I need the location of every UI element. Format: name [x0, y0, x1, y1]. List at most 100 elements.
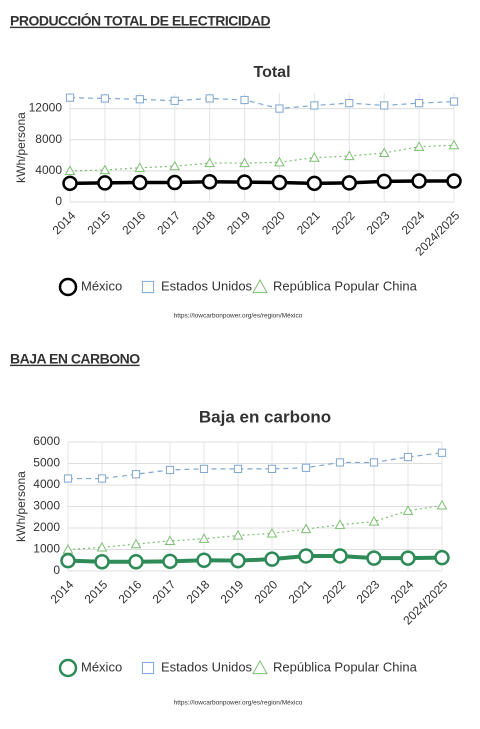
- y-tick-label: 12000: [29, 101, 63, 115]
- y-tick-label: 2000: [33, 520, 60, 534]
- data-point: [165, 465, 175, 475]
- data-point: [204, 157, 215, 168]
- y-tick-label: 5000: [33, 456, 60, 470]
- x-tick-label: 2018: [189, 208, 218, 237]
- data-point: [368, 516, 380, 526]
- x-tick-label: 2024: [399, 208, 428, 237]
- data-point: [170, 96, 179, 105]
- data-point: [60, 552, 76, 569]
- data-point: [300, 523, 312, 534]
- data-point: [130, 538, 142, 549]
- source-text: https://lowcarbonpower.org/es/region/Méx…: [174, 313, 303, 320]
- data-point: [94, 554, 110, 570]
- legend-marker: [58, 658, 78, 678]
- data-point: [135, 95, 144, 104]
- data-point: [205, 94, 214, 103]
- data-point: [97, 474, 107, 483]
- x-tick-label: 2024: [388, 577, 417, 606]
- legend-marker: [141, 280, 155, 294]
- x-tick-label: 2021: [286, 577, 315, 606]
- data-point: [267, 464, 277, 473]
- y-axis-label: kWh/persona: [14, 471, 28, 542]
- x-tick-label: 2020: [252, 577, 281, 606]
- data-point: [63, 474, 73, 483]
- y-axis-label: kWh/persona: [14, 112, 28, 183]
- section-heading: PRODUCCIÓN TOTAL DE ELECTRICIDAD: [10, 12, 271, 29]
- section-heading: BAJA EN CARBONO: [10, 351, 140, 367]
- y-tick-label: 0: [55, 194, 62, 208]
- data-point: [411, 173, 427, 189]
- data-point: [380, 101, 389, 110]
- legend-label: Estados Unidos: [161, 659, 253, 674]
- legend-label: México: [81, 659, 122, 674]
- data-point: [99, 164, 111, 175]
- data-point: [446, 173, 462, 189]
- data-point: [131, 470, 141, 479]
- data-point: [402, 505, 414, 515]
- source-text: https://lowcarbonpower.org/es/region/Méx…: [174, 700, 303, 707]
- data-point: [62, 175, 78, 192]
- data-point: [64, 165, 76, 175]
- data-point: [169, 160, 181, 171]
- x-tick-label: 2019: [218, 577, 247, 606]
- legend-label: México: [81, 278, 122, 293]
- data-point: [134, 162, 146, 172]
- data-point: [343, 150, 355, 161]
- data-point: [436, 499, 448, 510]
- y-tick-label: 1000: [33, 542, 60, 556]
- data-point: [366, 550, 382, 566]
- x-tick-label: 2016: [119, 208, 148, 237]
- x-tick-label: 2021: [294, 208, 323, 237]
- data-point: [341, 175, 358, 191]
- x-tick-label: 2016: [116, 577, 145, 606]
- x-tick-label: 2017: [154, 208, 183, 237]
- y-tick-label: 4000: [33, 477, 60, 491]
- x-tick-label: 2023: [364, 208, 393, 237]
- data-point: [266, 527, 278, 538]
- data-point: [164, 535, 176, 545]
- data-point: [264, 551, 280, 567]
- legend-marker: [141, 661, 155, 675]
- x-tick-label: 2015: [82, 577, 111, 606]
- data-point: [403, 452, 413, 462]
- series-line: [67, 504, 443, 551]
- y-tick-label: 8000: [35, 132, 62, 146]
- legend-label: República Popular China: [273, 659, 418, 674]
- data-point: [434, 549, 450, 566]
- data-point: [332, 548, 348, 564]
- legend-marker: [58, 277, 78, 297]
- series-line: [68, 452, 443, 480]
- data-point: [96, 541, 108, 552]
- data-point: [274, 156, 285, 167]
- x-tick-label: 2022: [320, 577, 349, 606]
- data-point: [271, 174, 288, 191]
- x-tick-label: 2022: [329, 208, 358, 237]
- x-tick-label: 2014: [50, 208, 79, 237]
- data-point: [198, 533, 210, 543]
- x-tick-label: 2019: [224, 208, 253, 237]
- data-point: [239, 157, 250, 168]
- data-point: [400, 550, 416, 566]
- data-point: [232, 529, 244, 540]
- data-point: [413, 141, 425, 151]
- series-line: [67, 553, 443, 564]
- data-point: [199, 464, 209, 473]
- data-point: [166, 174, 183, 191]
- series-line: [69, 144, 455, 172]
- data-point: [236, 174, 253, 190]
- x-tick-label: 2018: [184, 577, 213, 606]
- data-point: [449, 97, 459, 106]
- data-point: [448, 139, 460, 150]
- series-line: [69, 179, 454, 186]
- chart-title: Baja en carbono: [199, 407, 331, 426]
- legend-marker: [252, 659, 268, 675]
- x-tick-label: 2015: [84, 208, 113, 237]
- data-point: [306, 175, 323, 192]
- data-point: [298, 548, 314, 564]
- data-point: [334, 519, 346, 529]
- data-point: [65, 93, 75, 102]
- data-point: [345, 99, 354, 108]
- data-point: [128, 554, 144, 570]
